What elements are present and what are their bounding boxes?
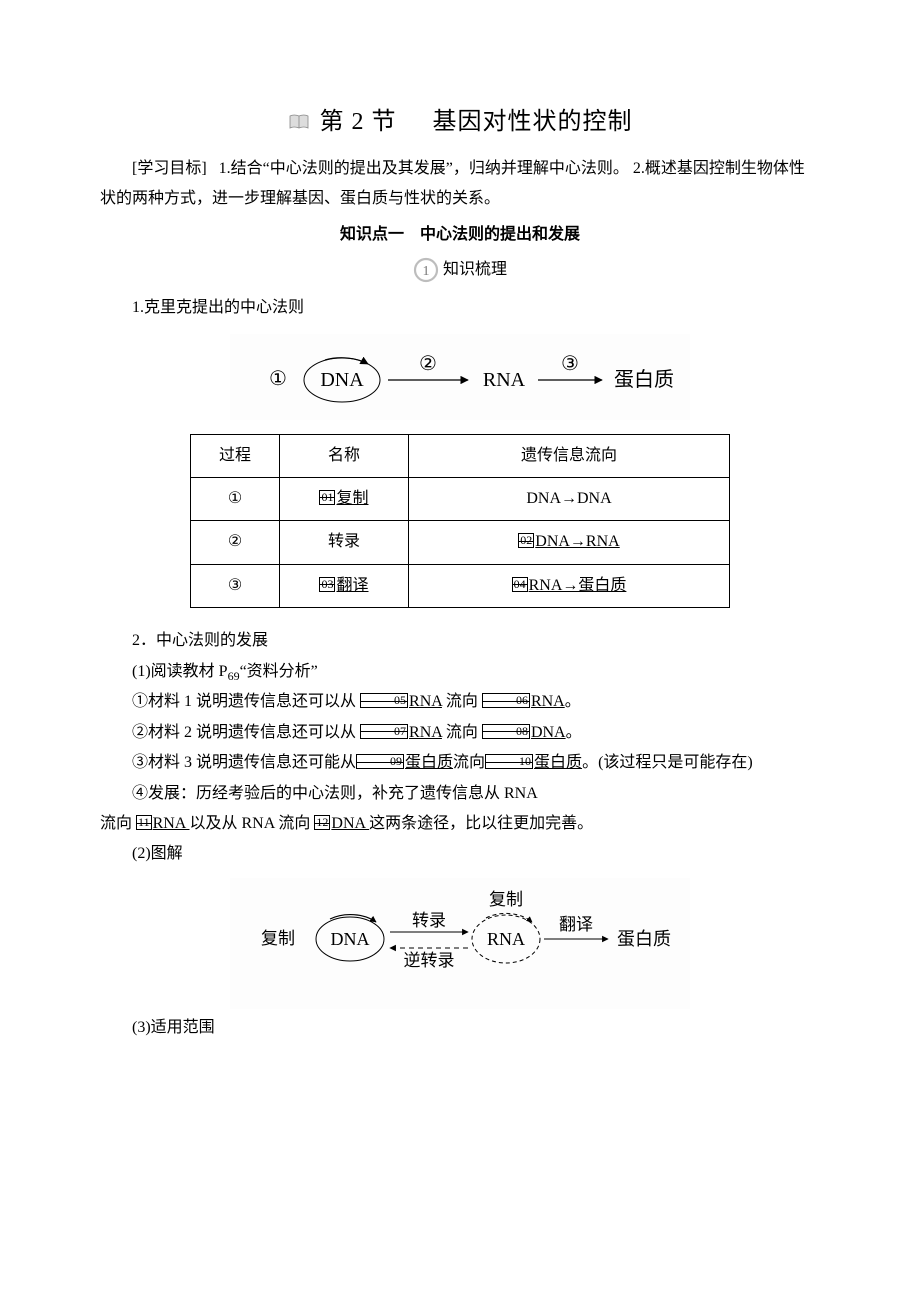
d1-arrow1-label: ② xyxy=(419,353,437,375)
cell-flow: 04RNA→蛋白质 xyxy=(409,564,730,607)
central-dogma-table: 过程 名称 遗传信息流向 ① 01复制 DNA→DNA ② 转录 02DNA→R… xyxy=(190,434,730,609)
table-header-row: 过程 名称 遗传信息流向 xyxy=(191,434,730,477)
m1-suffix: 。 xyxy=(565,693,581,710)
th-name: 名称 xyxy=(280,434,409,477)
m3-suffix: 。(该过程只是可能存在) xyxy=(582,754,753,771)
answer-text: RNA xyxy=(153,815,190,832)
answer-number-icon: 12 xyxy=(314,815,330,830)
th-flow: 遗传信息流向 xyxy=(409,434,730,477)
cell-name: 01复制 xyxy=(280,477,409,520)
th-process: 过程 xyxy=(191,434,280,477)
heading-1: 1.克里克提出的中心法则 xyxy=(100,293,820,323)
answer-number-icon: 08 xyxy=(482,724,530,739)
m1-prefix: ①材料 1 说明遗传信息还可以从 xyxy=(132,693,356,710)
d1-dna: DNA xyxy=(320,369,364,391)
answer-number-icon: 07 xyxy=(360,724,408,739)
answer-number-icon: 03 xyxy=(319,577,335,592)
cell-process: ③ xyxy=(191,564,280,607)
table-row: ③ 03翻译 04RNA→蛋白质 xyxy=(191,564,730,607)
read-textbook-line: (1)阅读教材 P69“资料分析” xyxy=(100,657,820,688)
subsection-badge-label: 知识梳理 xyxy=(443,261,507,278)
d1-rna: RNA xyxy=(483,369,526,391)
page-title: 第 2 节 基因对性状的控制 xyxy=(100,100,820,146)
d1-arrow2-label: ③ xyxy=(561,353,579,375)
material-4-line1: ④发展：历经考验后的中心法则，补充了遗传信息从 RNA xyxy=(100,779,820,809)
m2-middle: 流向 xyxy=(446,724,478,741)
heading-2: 2．中心法则的发展 xyxy=(100,626,820,656)
answer-text: 蛋白质 xyxy=(405,754,453,771)
cell-process: ② xyxy=(191,521,280,564)
learning-objectives: [学习目标] 1.结合“中心法则的提出及其发展”，归纳并理解中心法则。 2.概述… xyxy=(100,154,820,215)
answer-number-icon: 06 xyxy=(482,693,530,708)
d2-transcription: 转录 xyxy=(412,911,446,930)
cell-process: ① xyxy=(191,477,280,520)
d2-translation: 翻译 xyxy=(559,915,593,934)
material-2-line: ②材料 2 说明遗传信息还可以从 07RNA 流向 08DNA。 xyxy=(100,718,820,748)
read-prefix: (1)阅读教材 P xyxy=(132,663,228,680)
d2-rep-top: 复制 xyxy=(489,890,523,909)
d2-dna: DNA xyxy=(331,929,370,949)
answer-text: DNA xyxy=(331,815,369,832)
material-4-line2: 流向 11RNA 以及从 RNA 流向 12DNA 这两条途径，比以往更加完善。 xyxy=(100,809,820,839)
cell-name: 转录 xyxy=(280,521,409,564)
subsection-badge-line: 1 知识梳理 xyxy=(100,255,820,285)
section-number: 第 2 节 xyxy=(320,109,397,135)
answer-text: RNA→蛋白质 xyxy=(529,577,627,594)
diagram2-label: (2)图解 xyxy=(100,839,820,869)
m4-prefix: 流向 xyxy=(100,815,132,832)
m3-prefix: ③材料 3 说明遗传信息还可能从 xyxy=(132,754,356,771)
m2-prefix: ②材料 2 说明遗传信息还可以从 xyxy=(132,724,356,741)
answer-text: DNA→RNA xyxy=(535,533,619,550)
answer-number-icon: 05 xyxy=(360,693,408,708)
section-title: 基因对性状的控制 xyxy=(433,109,633,135)
answer-text: 翻译 xyxy=(336,577,368,594)
answer-number-icon: 11 xyxy=(136,815,152,830)
m4-suffix: 这两条途径，比以往更加完善。 xyxy=(369,815,593,832)
scope-label: (3)适用范围 xyxy=(100,1013,820,1043)
answer-text: 复制 xyxy=(336,490,368,507)
d1-protein: 蛋白质 xyxy=(614,368,674,391)
answer-number-icon: 01 xyxy=(319,490,335,505)
cell-flow: DNA→DNA xyxy=(409,477,730,520)
answer-text: RNA xyxy=(409,724,442,741)
page-subscript: 69 xyxy=(228,669,240,683)
answer-number-icon: 04 xyxy=(512,577,528,592)
m4-middle: 以及从 RNA 流向 xyxy=(189,815,310,832)
answer-number-icon: 10 xyxy=(485,754,533,769)
table-row: ② 转录 02DNA→RNA xyxy=(191,521,730,564)
knowledge-point-heading-text: 知识点一 中心法则的提出和发展 xyxy=(340,226,580,243)
extended-dogma-diagram: 复制 DNA 转录 逆转录 复制 RNA 翻译 蛋白质 xyxy=(230,878,690,1009)
d2-rna: RNA xyxy=(487,929,525,949)
objectives-label: [学习目标] xyxy=(132,160,207,177)
answer-number-icon: 02 xyxy=(518,533,534,548)
material-3-line: ③材料 3 说明遗传信息还可能从09蛋白质流向10蛋白质。(该过程只是可能存在) xyxy=(100,748,820,778)
d2-reverse: 逆转录 xyxy=(404,951,455,970)
objective-1: 1.结合“中心法则的提出及其发展”，归纳并理解中心法则。 xyxy=(219,160,629,177)
d1-loop-label: ① xyxy=(269,368,287,390)
answer-text: DNA xyxy=(531,724,566,741)
material-1-line: ①材料 1 说明遗传信息还可以从 05RNA 流向 06RNA。 xyxy=(100,687,820,717)
svg-text:1: 1 xyxy=(422,264,429,279)
cell-name: 03翻译 xyxy=(280,564,409,607)
m2-suffix: 。 xyxy=(566,724,582,741)
answer-text: RNA xyxy=(531,693,565,710)
m1-middle: 流向 xyxy=(446,693,478,710)
circle-one-icon: 1 xyxy=(413,257,439,283)
answer-text: 蛋白质 xyxy=(534,754,582,771)
answer-number-icon: 09 xyxy=(356,754,404,769)
m3-middle: 流向 xyxy=(453,754,485,771)
central-dogma-diagram: ① DNA ② RNA ③ 蛋白质 xyxy=(230,334,690,420)
knowledge-point-heading: 知识点一 中心法则的提出和发展 xyxy=(100,220,820,250)
read-suffix: “资料分析” xyxy=(240,663,318,680)
cell-flow: 02DNA→RNA xyxy=(409,521,730,564)
table-row: ① 01复制 DNA→DNA xyxy=(191,477,730,520)
book-icon xyxy=(288,112,310,130)
d2-rep-left: 复制 xyxy=(261,929,295,948)
answer-text: RNA xyxy=(409,693,442,710)
d2-protein: 蛋白质 xyxy=(617,929,671,949)
